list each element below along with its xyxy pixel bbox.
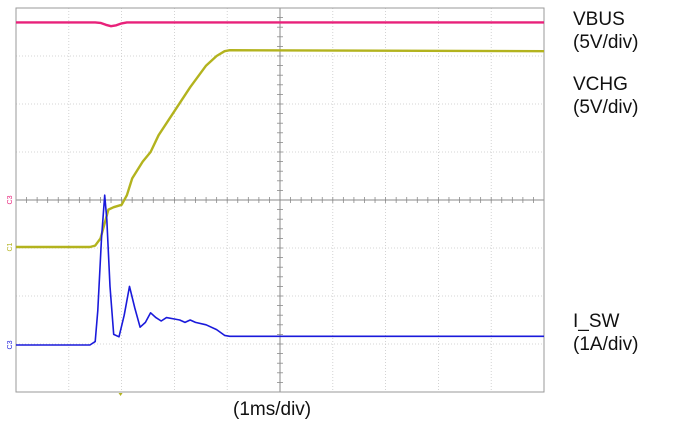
isw-name: I_SW (573, 311, 620, 332)
isw-trace (16, 194, 544, 346)
plot-border (15, 7, 545, 393)
trigger-marker (118, 393, 123, 396)
isw-channel-marker: C3 (7, 340, 14, 349)
vchg-label: VCHG (5V/div) (573, 73, 638, 119)
channel-markers: C3 C1 C3 (7, 195, 14, 349)
grid (15, 7, 545, 396)
isw-scale: (1A/div) (573, 334, 639, 355)
vbus-channel-marker: C3 (7, 195, 14, 204)
vchg-name: VCHG (573, 74, 628, 95)
vbus-scale: (5V/div) (573, 32, 639, 53)
vbus-name: VBUS (573, 9, 625, 30)
x-axis-label: (1ms/div) (233, 399, 312, 420)
traces (16, 21, 545, 346)
vchg-channel-marker: C1 (7, 242, 14, 251)
vbus-trace (16, 21, 544, 28)
isw-label: I_SW (1A/div) (573, 310, 638, 356)
vbus-label: VBUS (5V/div) (573, 8, 638, 54)
vchg-scale: (5V/div) (573, 97, 639, 118)
